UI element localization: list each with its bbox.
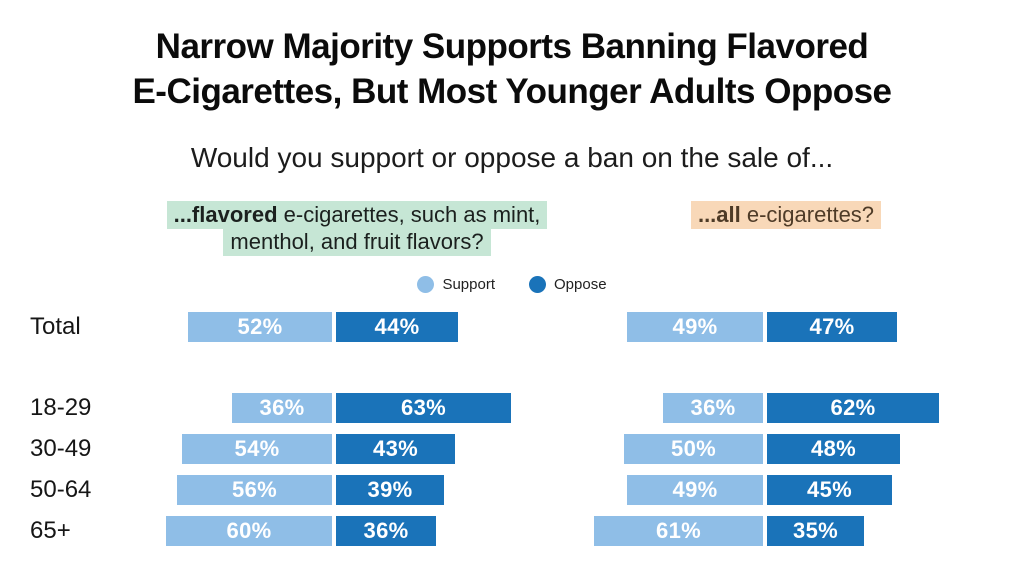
row-label: Total <box>30 313 81 340</box>
row-label: 50-64 <box>30 476 92 503</box>
bar-oppose: 44% <box>336 312 458 342</box>
row-label: 30-49 <box>30 435 92 462</box>
bar-oppose: 48% <box>767 434 900 464</box>
bar-oppose: 43% <box>336 434 455 464</box>
bar-support: 60% <box>166 516 332 546</box>
row-label: 18-29 <box>30 394 92 421</box>
bar-support: 56% <box>177 475 332 505</box>
legend-oppose-label: Oppose <box>554 276 607 293</box>
chart-title: Narrow Majority Supports Banning Flavore… <box>0 24 1024 114</box>
chart-title-line2: E-Cigarettes, But Most Younger Adults Op… <box>132 72 892 111</box>
bar-oppose: 39% <box>336 475 444 505</box>
question-flavored-line1: ...flavored e-cigarettes, such as mint, <box>166 201 548 229</box>
question-all: ...all e-cigarettes? <box>586 201 986 229</box>
bar-oppose: 45% <box>767 475 892 505</box>
bar-support: 50% <box>624 434 763 464</box>
bar-oppose: 47% <box>767 312 897 342</box>
question-flavored: ...flavored e-cigarettes, such as mint, … <box>37 201 677 256</box>
bar-support: 36% <box>232 393 332 423</box>
legend-item-support: Support <box>417 276 495 293</box>
legend-support-label: Support <box>442 276 495 293</box>
legend-item-oppose: Oppose <box>529 276 607 293</box>
bar-oppose: 35% <box>767 516 864 546</box>
bar-support: 61% <box>594 516 763 546</box>
question-all-bold: ...all <box>697 202 741 227</box>
bar-support: 54% <box>182 434 332 464</box>
bar-support: 36% <box>663 393 763 423</box>
bar-oppose: 36% <box>336 516 436 546</box>
question-flavored-line2: menthol, and fruit flavors? <box>223 228 491 256</box>
legend: Support Oppose <box>0 276 1024 293</box>
chart-title-line1: Narrow Majority Supports Banning Flavore… <box>155 27 869 66</box>
question-flavored-bold: ...flavored <box>173 202 278 227</box>
bar-support: 52% <box>188 312 332 342</box>
bar-support: 49% <box>627 312 763 342</box>
bar-oppose: 62% <box>767 393 939 423</box>
support-swatch-icon <box>417 276 435 293</box>
question-flavored-rest: e-cigarettes, such as mint, <box>277 202 541 227</box>
chart-subtitle: Would you support or oppose a ban on the… <box>190 142 834 173</box>
bar-oppose: 63% <box>336 393 511 423</box>
question-all-rest: e-cigarettes? <box>740 202 875 227</box>
question-all-line: ...all e-cigarettes? <box>690 201 882 229</box>
bar-support: 49% <box>627 475 763 505</box>
row-label: 65+ <box>30 517 71 544</box>
oppose-swatch-icon <box>529 276 546 293</box>
